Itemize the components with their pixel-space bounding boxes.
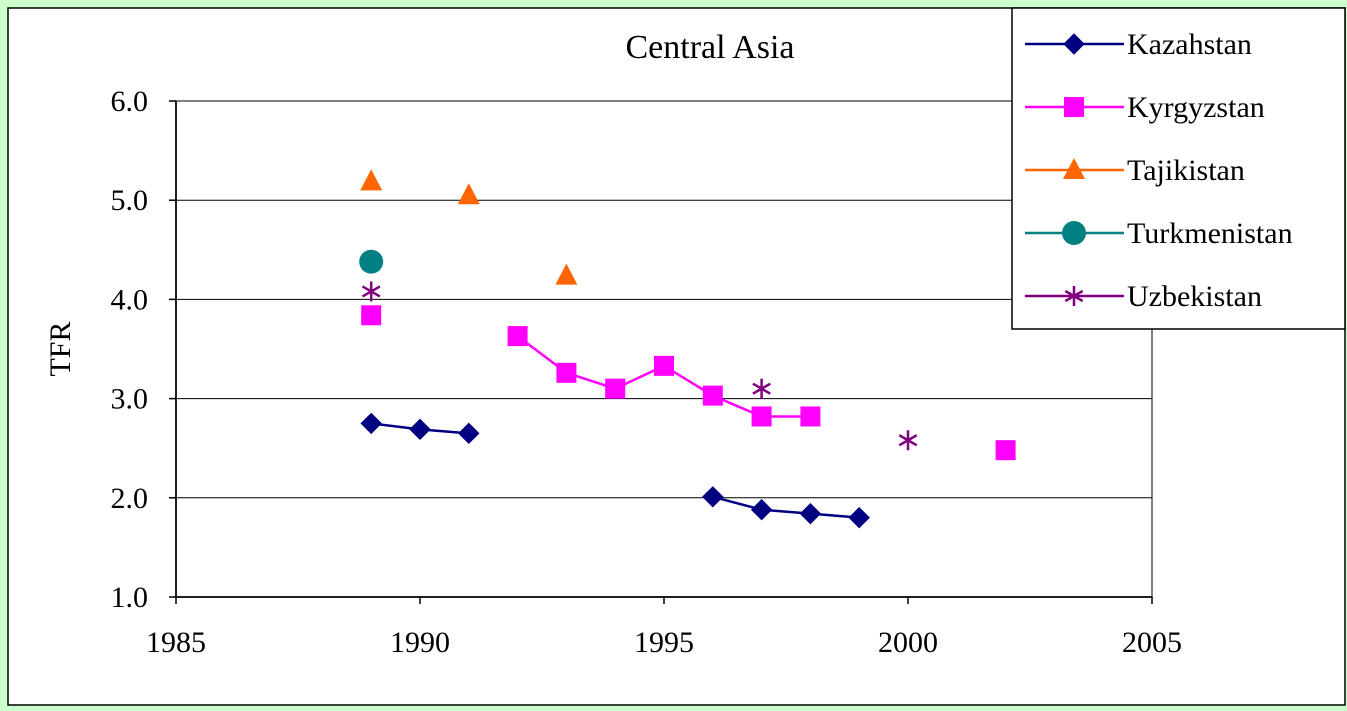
y-tick-label: 5.0: [111, 184, 149, 217]
y-axis-label: TFR: [44, 321, 77, 376]
data-point: [457, 183, 480, 205]
y-tick-label: 1.0: [111, 581, 149, 614]
data-point: [702, 486, 724, 508]
data-point: [800, 406, 821, 427]
legend-marker: [1062, 221, 1086, 245]
data-point: [751, 406, 772, 427]
data-point: [750, 498, 773, 521]
legend: Kazahstan Kyrgyzstan Tajikistan Turkmenista…: [1011, 7, 1346, 330]
data-point: [409, 418, 431, 441]
x-tick-label: 1990: [390, 626, 450, 659]
legend-label: Tajikistan: [1127, 154, 1245, 187]
legend-item: Uzbekistan: [1025, 280, 1262, 313]
data-point: [555, 263, 578, 285]
data-point: [898, 430, 918, 451]
y-tick-label: 4.0: [111, 283, 149, 316]
y-tick-label: 2.0: [111, 482, 149, 515]
data-point: [995, 440, 1016, 461]
series-uzbekistan: [361, 281, 918, 451]
data-point: [361, 281, 381, 302]
series-kyrgyzstan: [361, 305, 1016, 461]
plot-area: [175, 100, 1153, 598]
data-point: [654, 355, 674, 376]
legend-item: Kazahstan: [1025, 28, 1252, 61]
data-point: [360, 169, 383, 191]
gridlines: [176, 199, 1152, 499]
data-point: [799, 502, 822, 525]
legend-item: Turkmenistan: [1025, 217, 1293, 250]
data-point: [507, 326, 528, 347]
data-point: [458, 422, 480, 445]
legend-marker: [1063, 158, 1085, 179]
x-tick-label: 1985: [146, 626, 206, 659]
legend-item: Tajikistan: [1025, 154, 1245, 187]
legend-label: Uzbekistan: [1127, 280, 1262, 313]
series-kazahstan: [360, 412, 870, 529]
legend-label: Kazahstan: [1127, 28, 1252, 61]
legend-box: [1011, 7, 1346, 330]
chart-title: Central Asia: [625, 29, 794, 66]
y-tick-label: 6.0: [111, 85, 149, 118]
series-tajikistan: [360, 169, 578, 285]
data-point: [556, 362, 577, 383]
legend-marker: [1064, 97, 1084, 117]
series-line: [712, 495, 860, 519]
legend-label: Kyrgyzstan: [1127, 91, 1265, 124]
y-tick-label: 3.0: [111, 383, 149, 416]
data-point: [848, 506, 870, 529]
data-point: [360, 412, 382, 435]
legend-label: Turkmenistan: [1127, 217, 1293, 250]
data-point: [702, 385, 723, 406]
data-point: [752, 378, 771, 399]
series-layer: [359, 169, 1016, 529]
x-tick-label: 2000: [878, 626, 938, 659]
legend-marker: [1063, 33, 1085, 55]
x-tick-label: 2005: [1122, 626, 1182, 659]
series-turkmenistan: [359, 249, 384, 274]
data-point: [361, 305, 382, 326]
data-point: [605, 378, 626, 399]
x-tick-label: 1995: [634, 626, 694, 659]
legend-item: Kyrgyzstan: [1025, 91, 1265, 124]
data-point: [359, 249, 384, 274]
legend-marker: [1064, 286, 1084, 306]
axes: 1.0 2.0 3.0 4.0 5.0 6.0 1985 1990 1995 2000 2005: [111, 85, 1183, 659]
